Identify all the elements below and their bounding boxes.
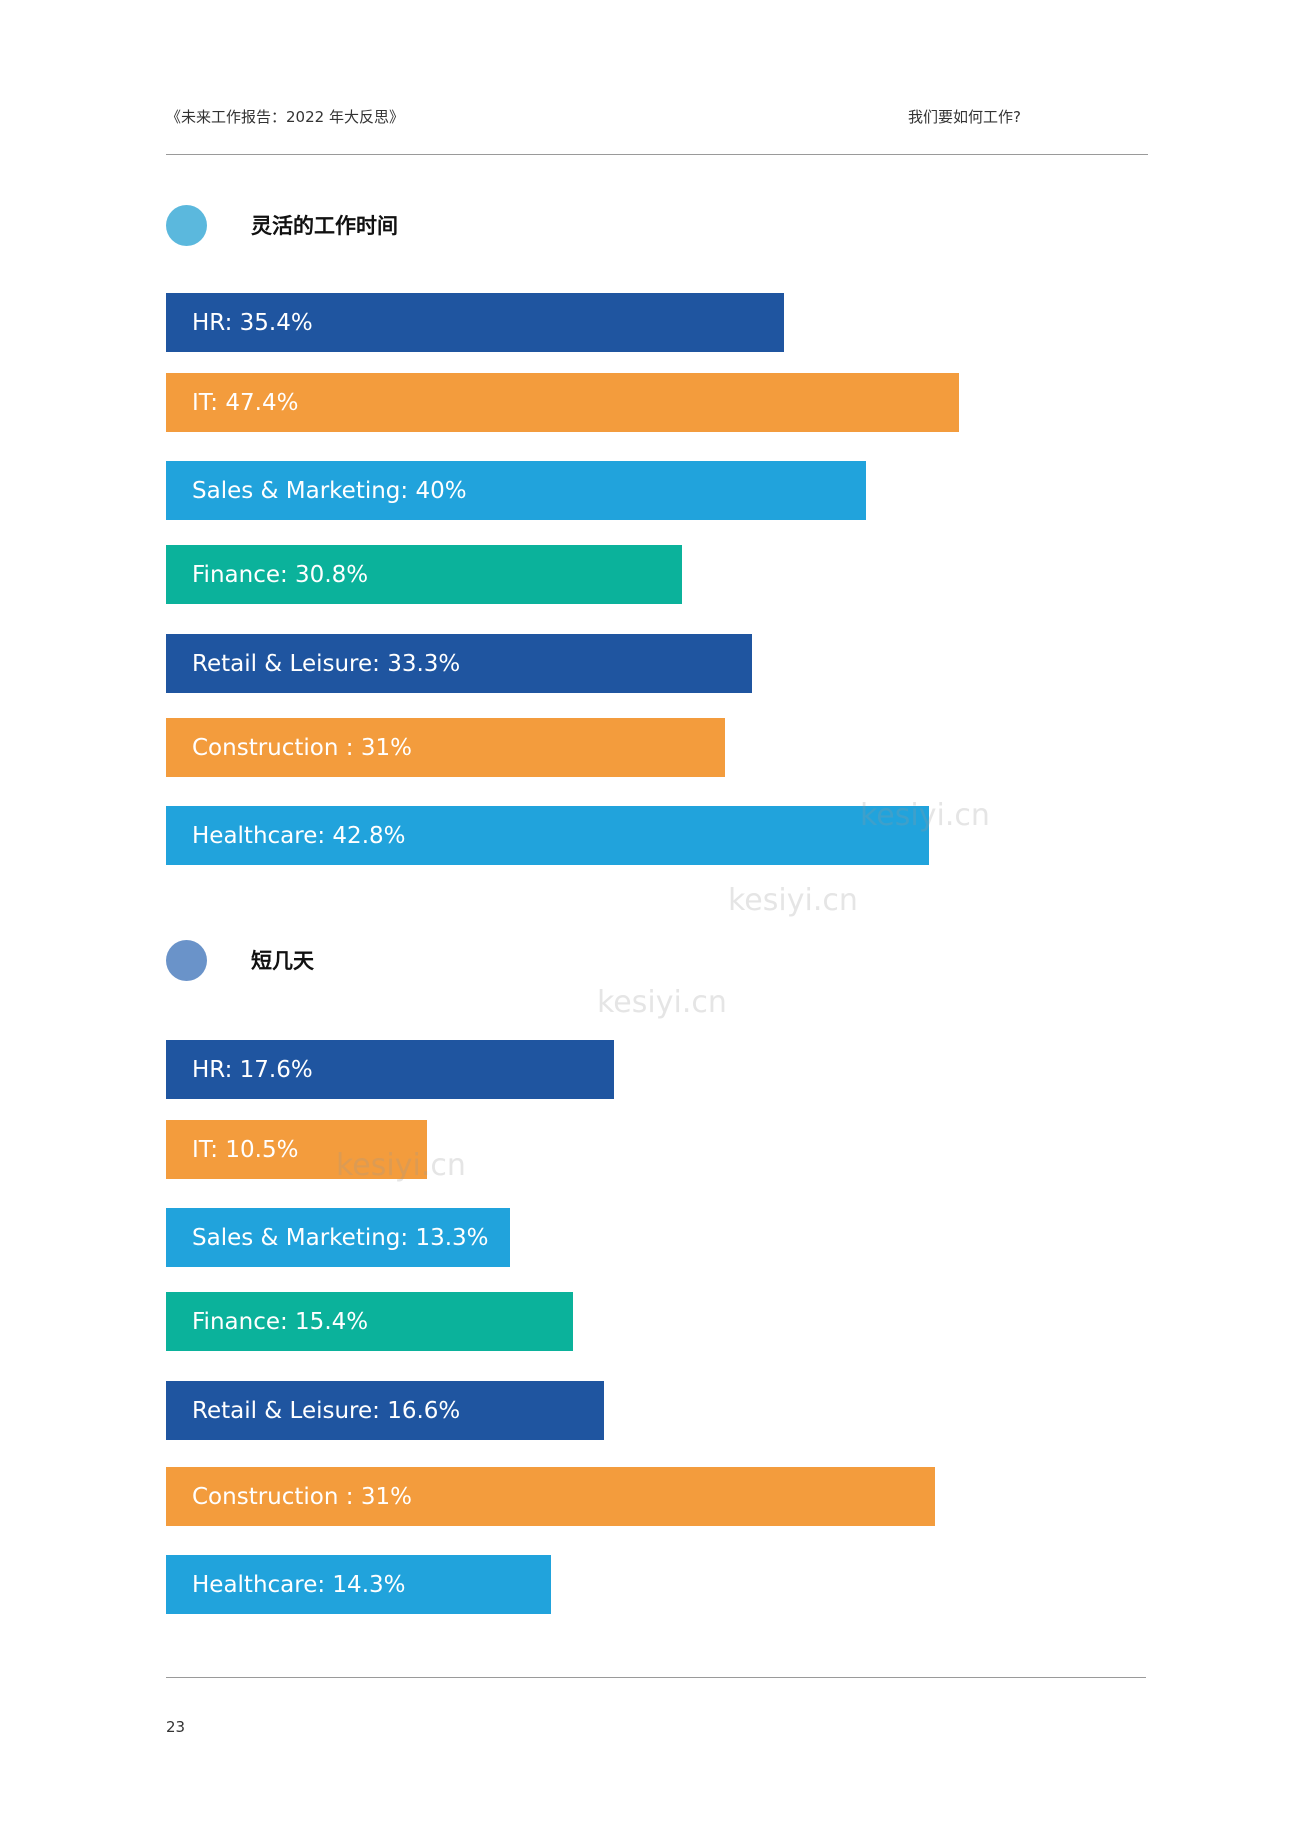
bar-label: Finance: 15.4% xyxy=(192,1308,369,1335)
watermark: kesiyi.cn xyxy=(336,1148,466,1183)
bar-label: HR: 35.4% xyxy=(192,309,313,336)
bar-sales-marketing: Sales & Marketing: 40% xyxy=(166,461,866,520)
bar-it: IT: 10.5% xyxy=(166,1120,427,1179)
watermark: kesiyi.cn xyxy=(860,798,990,833)
section-label: 短几天 xyxy=(251,949,314,973)
bar-hr: HR: 35.4% xyxy=(166,293,784,352)
bar-label: Finance: 30.8% xyxy=(192,561,369,588)
bar-label: IT: 47.4% xyxy=(192,389,299,416)
bar-label: HR: 17.6% xyxy=(192,1056,313,1083)
bar-label: Construction : 31% xyxy=(192,734,412,761)
report-title: 《未来工作报告：2022 年大反思》 xyxy=(166,108,404,126)
bar-construction: Construction : 31% xyxy=(166,1467,935,1526)
chapter-title: 我们要如何工作? xyxy=(908,108,1021,126)
section-bullet-icon xyxy=(166,939,207,981)
bar-label: Sales & Marketing: 40% xyxy=(192,477,467,504)
bar-retail-leisure: Retail & Leisure: 16.6% xyxy=(166,1381,604,1440)
page-header: 《未来工作报告：2022 年大反思》 我们要如何工作? xyxy=(166,106,1142,130)
bar-finance: Finance: 30.8% xyxy=(166,545,682,604)
bar-label: Healthcare: 14.3% xyxy=(192,1571,406,1598)
bar-retail-leisure: Retail & Leisure: 33.3% xyxy=(166,634,752,693)
bar-sales-marketing: Sales & Marketing: 13.3% xyxy=(166,1208,510,1267)
watermark: kesiyi.cn xyxy=(728,883,858,918)
bar-label: Construction : 31% xyxy=(192,1483,412,1510)
watermark: kesiyi.cn xyxy=(597,985,727,1020)
page-number: 23 xyxy=(166,1718,186,1736)
bar-label: Healthcare: 42.8% xyxy=(192,822,406,849)
bar-hr: HR: 17.6% xyxy=(166,1040,614,1099)
bar-healthcare: Healthcare: 14.3% xyxy=(166,1555,551,1614)
bar-construction: Construction : 31% xyxy=(166,718,725,777)
footer-divider xyxy=(166,1677,1146,1678)
bar-label: IT: 10.5% xyxy=(192,1136,299,1163)
section-bullet-icon xyxy=(166,204,207,246)
bar-label: Retail & Leisure: 33.3% xyxy=(192,650,461,677)
bar-label: Retail & Leisure: 16.6% xyxy=(192,1397,461,1424)
bar-finance: Finance: 15.4% xyxy=(166,1292,573,1351)
bar-it: IT: 47.4% xyxy=(166,373,959,432)
section-title-shorter-days: 短几天 xyxy=(166,939,314,981)
bar-healthcare: Healthcare: 42.8% xyxy=(166,806,929,865)
bar-label: Sales & Marketing: 13.3% xyxy=(192,1224,489,1251)
section-label: 灵活的工作时间 xyxy=(251,214,398,238)
section-title-flexible-hours: 灵活的工作时间 xyxy=(166,204,398,246)
header-divider xyxy=(166,154,1148,155)
